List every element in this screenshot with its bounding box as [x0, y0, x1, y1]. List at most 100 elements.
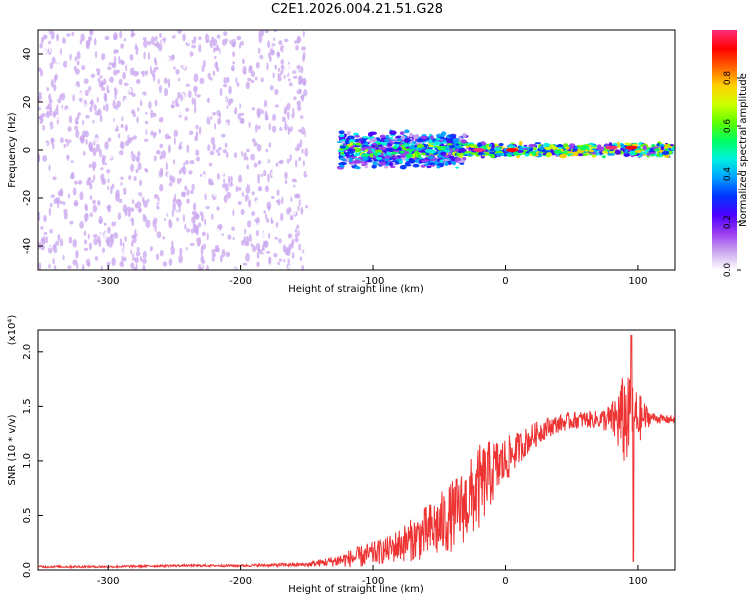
heatmap-cell [237, 187, 242, 191]
heatmap-cell [79, 191, 84, 201]
heatmap-cell [351, 163, 355, 166]
heatmap-cell [247, 77, 252, 82]
heatmap-cell [304, 250, 310, 255]
heatmap-cell [222, 234, 225, 243]
heatmap-cell [83, 247, 89, 252]
heatmap-cell [379, 134, 386, 139]
heatmap-cell [251, 211, 256, 217]
heatmap-cell [251, 138, 256, 143]
heatmap-cell [101, 45, 107, 54]
heatmap-cell [152, 132, 156, 139]
heatmap-cell [227, 175, 231, 184]
heatmap-cell [231, 79, 236, 84]
heatmap-cell [311, 138, 315, 144]
heatmap-cell [601, 151, 609, 154]
heatmap-cell [393, 156, 399, 159]
heatmap-cell [193, 97, 197, 107]
heatmap-cell [278, 238, 282, 244]
heatmap-cell [442, 159, 451, 162]
heatmap-cell [124, 124, 128, 132]
heatmap-cell [191, 183, 195, 191]
heatmap-cell [118, 150, 124, 156]
heatmap-cell [369, 153, 374, 158]
y-tick-label: 0 [22, 147, 33, 153]
heatmap-cell [156, 40, 160, 49]
heatmap-cell [143, 60, 147, 68]
colorbar-tick-label: 0.6 [723, 119, 733, 134]
heatmap-cell [219, 254, 223, 263]
heatmap-cell [201, 173, 207, 181]
heatmap-cell [140, 70, 146, 75]
heatmap-cell [440, 145, 447, 150]
heatmap-cell [178, 162, 184, 167]
heatmap-cell [376, 142, 382, 145]
heatmap-cell [294, 228, 298, 233]
heatmap-cell [313, 252, 318, 256]
heatmap-cell [326, 86, 331, 91]
heatmap-cell [258, 34, 263, 43]
heatmap-cell [209, 150, 215, 156]
heatmap-cell [371, 164, 377, 169]
heatmap-cell [354, 134, 361, 138]
heatmap-cell [135, 168, 139, 174]
colorbar-tick-label: 0.2 [723, 215, 733, 229]
heatmap-cell [193, 36, 197, 41]
heatmap-cell [235, 77, 238, 84]
heatmap-cell [173, 61, 178, 67]
heatmap-cell [254, 218, 259, 223]
heatmap-cell [325, 95, 328, 102]
heatmap-cell [170, 246, 176, 255]
heatmap-cell [300, 115, 304, 120]
heatmap-cell [210, 199, 213, 208]
heatmap-cell [99, 148, 102, 158]
heatmap-cell [111, 166, 116, 173]
heatmap-cell [71, 50, 77, 55]
heatmap-cell [55, 210, 59, 216]
heatmap-cell [319, 200, 324, 207]
heatmap-cell [136, 79, 139, 84]
heatmap-cell [144, 120, 149, 125]
heatmap-cell [72, 113, 76, 120]
x-tick-label: 100 [628, 276, 647, 287]
heatmap-cell [247, 140, 253, 144]
heatmap-cell [292, 75, 298, 79]
heatmap-cell [227, 261, 232, 267]
heatmap-cell [233, 267, 237, 270]
heatmap-cell [315, 199, 318, 209]
heatmap-cell [197, 250, 202, 259]
heatmap-cell [355, 142, 361, 146]
heatmap-cell [102, 263, 107, 270]
heatmap-cell [399, 160, 403, 164]
heatmap-cell [278, 258, 283, 262]
heatmap-cell [75, 68, 80, 75]
heatmap-cell [48, 207, 52, 216]
heatmap-cell [403, 151, 410, 154]
heatmap-cell [176, 217, 180, 222]
heatmap-cell [169, 32, 175, 37]
heatmap-cell [52, 251, 55, 257]
heatmap-cell [232, 209, 235, 217]
heatmap-cell [163, 96, 166, 101]
heatmap-cell [420, 152, 426, 156]
heatmap-cell [322, 102, 328, 108]
heatmap-cell [168, 218, 172, 226]
heatmap-cell [300, 66, 304, 74]
heatmap-cell [290, 196, 293, 203]
heatmap-cell [620, 143, 625, 149]
heatmap-cell [92, 119, 95, 124]
heatmap-cell [399, 153, 406, 158]
heatmap-cell [189, 160, 195, 165]
heatmap-cell [250, 100, 255, 105]
heatmap-cell [523, 144, 528, 148]
heatmap-cell [77, 179, 83, 185]
heatmap-cell [180, 235, 183, 242]
heatmap-cell [241, 188, 244, 193]
heatmap-cell [122, 85, 125, 92]
heatmap-cell [136, 116, 139, 124]
heatmap-cell [126, 206, 132, 212]
heatmap-cell [113, 32, 118, 41]
heatmap-cell [161, 150, 167, 159]
heatmap-cell [597, 144, 602, 148]
heatmap-cell [368, 145, 373, 150]
heatmap-cell [330, 183, 335, 190]
